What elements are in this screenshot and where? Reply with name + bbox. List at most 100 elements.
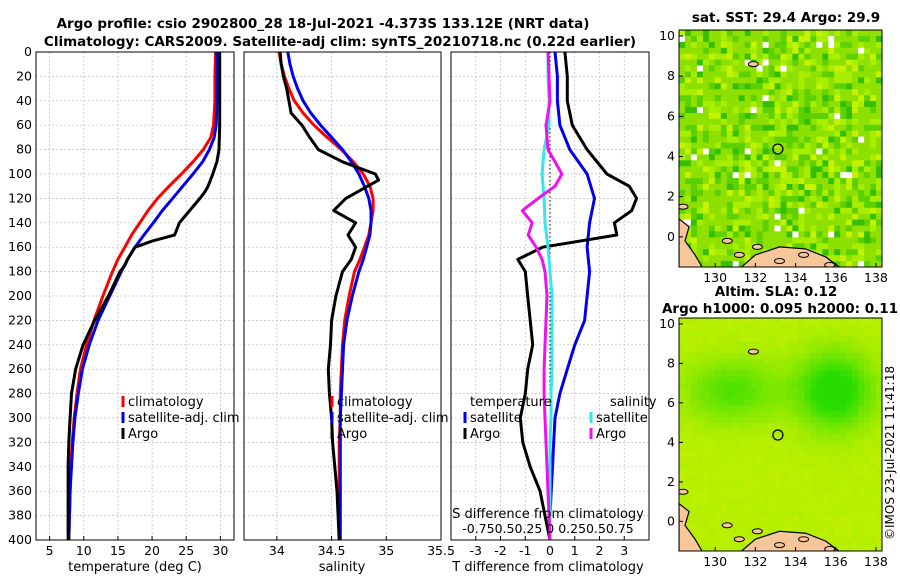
map-cell <box>870 428 877 436</box>
map-cell <box>726 255 734 262</box>
map-cell <box>786 364 794 371</box>
map-cell <box>858 107 865 114</box>
map-cell <box>690 498 698 505</box>
legend-temperature-heading: temperature <box>470 395 552 410</box>
map-cell <box>768 195 776 203</box>
map-cell <box>840 318 847 325</box>
map-cell <box>840 59 847 67</box>
map-cell <box>858 201 865 209</box>
map-cell <box>792 201 799 209</box>
map-cell <box>756 172 764 179</box>
map-cell <box>804 422 811 430</box>
map-cell <box>685 71 692 78</box>
island <box>798 536 810 543</box>
map-cell <box>822 446 829 453</box>
map-cell <box>780 370 788 377</box>
map-cell <box>870 89 877 96</box>
map-cell <box>756 30 764 37</box>
map-cell <box>714 77 722 84</box>
map-cell <box>714 323 722 331</box>
map-cell <box>750 118 758 126</box>
map-cell <box>828 243 835 250</box>
map-cell <box>870 341 877 348</box>
map-cell <box>780 172 788 179</box>
map-cell <box>756 452 764 459</box>
map-cell <box>864 225 871 232</box>
map-cell <box>726 225 734 232</box>
map-cell <box>744 160 752 167</box>
map-cell <box>750 130 758 138</box>
map-cell <box>756 352 764 360</box>
map-cell <box>870 521 877 529</box>
map-cell <box>696 83 704 90</box>
map-cell <box>720 341 728 348</box>
map-cell <box>726 89 734 96</box>
map-cell <box>864 59 871 67</box>
map-cell <box>768 47 776 55</box>
map-cell <box>762 154 770 161</box>
map-cell <box>798 237 805 244</box>
map-cell <box>679 195 686 203</box>
map-cell <box>720 136 728 144</box>
map-cell <box>762 130 770 138</box>
map-cell <box>822 341 829 348</box>
map-cell <box>780 347 788 354</box>
map-cell <box>834 213 841 221</box>
map-cell <box>828 184 835 191</box>
map-cell <box>858 504 865 511</box>
map-cell <box>840 545 847 551</box>
map-cell <box>750 83 758 90</box>
map-cell <box>744 364 752 371</box>
map-cell <box>804 71 811 78</box>
map-cell <box>732 475 740 482</box>
map-cell <box>858 335 865 342</box>
map-cell <box>834 83 841 90</box>
map-cell <box>810 243 817 250</box>
map-cell <box>762 30 770 37</box>
map-cell <box>732 516 740 523</box>
map-cell <box>726 533 734 540</box>
map-cell <box>702 83 710 90</box>
map-cell <box>738 219 746 227</box>
map-cell <box>858 376 865 383</box>
map-cell <box>780 411 788 418</box>
map-cell <box>744 405 752 412</box>
map-cell <box>786 341 794 348</box>
map-cell <box>786 329 794 336</box>
map-cell <box>804 225 811 232</box>
map-cell <box>756 107 764 114</box>
map-cell <box>762 53 770 61</box>
map-cell <box>840 452 847 459</box>
map-cell <box>720 370 728 377</box>
map-cell <box>846 492 853 500</box>
map-cell <box>762 172 770 179</box>
map-cell <box>810 89 817 96</box>
map-cell <box>708 393 716 401</box>
map-cell <box>792 434 799 441</box>
map-cell <box>840 323 847 331</box>
map-cell <box>679 118 686 126</box>
map-cell <box>780 118 788 126</box>
map-cell <box>792 41 799 49</box>
map-cell <box>858 341 865 348</box>
map-cell <box>744 463 752 470</box>
map-cell <box>840 124 847 132</box>
map-cell <box>774 527 782 535</box>
map-cell <box>816 130 823 138</box>
map-cell <box>744 347 752 354</box>
map-cell <box>816 30 823 37</box>
map-cell <box>690 142 698 150</box>
map-cell <box>828 190 835 197</box>
map-cell <box>702 178 710 185</box>
map-cell <box>846 370 853 377</box>
map-cell <box>858 178 865 185</box>
map-cell <box>798 376 805 383</box>
map-cell <box>744 184 752 191</box>
map-cell <box>816 358 823 366</box>
map-cell <box>690 382 698 389</box>
map-cell <box>858 352 865 360</box>
map-cell <box>840 387 847 395</box>
map-cell <box>708 521 716 529</box>
map-cell <box>702 201 710 209</box>
